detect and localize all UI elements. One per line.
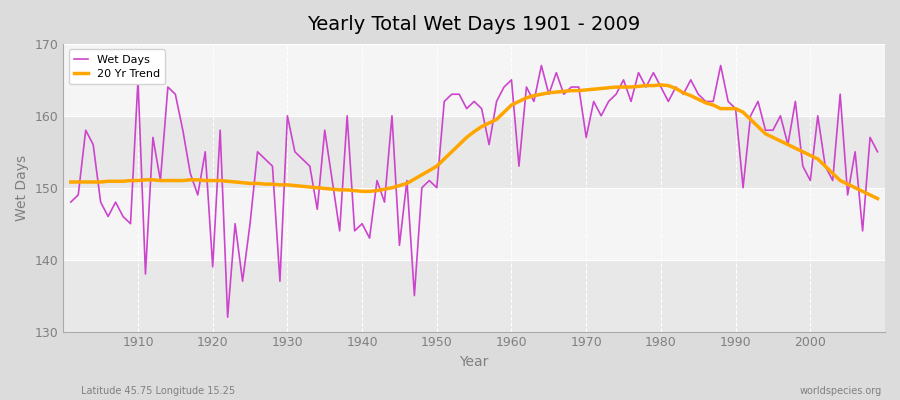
Title: Yearly Total Wet Days 1901 - 2009: Yearly Total Wet Days 1901 - 2009 <box>308 15 641 34</box>
Wet Days <box>611 92 622 97</box>
20 Yr Trend <box>506 103 517 108</box>
20 Yr Trend <box>655 82 666 87</box>
Wet Days <box>536 63 547 68</box>
Wet Days <box>342 114 353 118</box>
Text: worldspecies.org: worldspecies.org <box>800 386 882 396</box>
Line: Wet Days: Wet Days <box>71 66 878 317</box>
20 Yr Trend <box>872 196 883 201</box>
Wet Days <box>222 315 233 320</box>
20 Yr Trend <box>596 86 607 91</box>
20 Yr Trend <box>334 188 345 192</box>
20 Yr Trend <box>66 180 77 184</box>
Wet Days <box>297 156 308 161</box>
Wet Days <box>872 149 883 154</box>
20 Yr Trend <box>290 183 301 188</box>
Y-axis label: Wet Days: Wet Days <box>15 155 29 221</box>
Legend: Wet Days, 20 Yr Trend: Wet Days, 20 Yr Trend <box>68 50 166 84</box>
20 Yr Trend <box>499 110 509 115</box>
Bar <box>63 260 885 332</box>
Wet Days <box>514 164 525 168</box>
Line: 20 Yr Trend: 20 Yr Trend <box>71 85 878 198</box>
Text: Latitude 45.75 Longitude 15.25: Latitude 45.75 Longitude 15.25 <box>81 386 235 396</box>
X-axis label: Year: Year <box>460 355 489 369</box>
Wet Days <box>66 200 77 204</box>
Bar <box>63 116 885 188</box>
Wet Days <box>125 221 136 226</box>
20 Yr Trend <box>125 178 136 183</box>
Wet Days <box>506 78 517 82</box>
